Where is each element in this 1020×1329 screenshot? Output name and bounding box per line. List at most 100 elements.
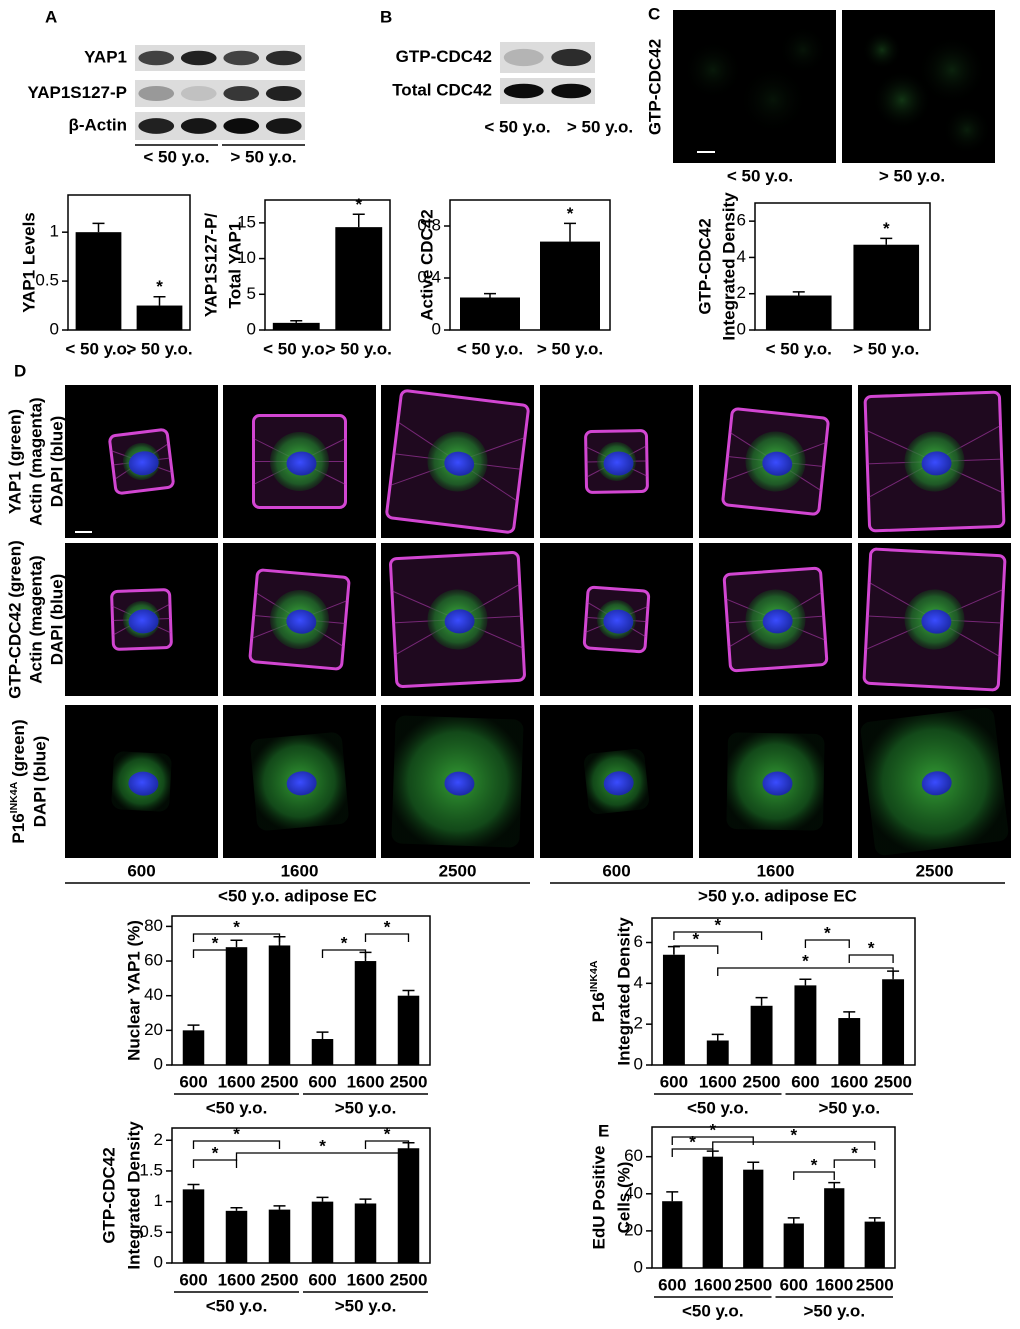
y-tick-label: 2 <box>154 1130 163 1149</box>
y-tick-label: 60 <box>624 1146 643 1165</box>
error-bar <box>828 1181 841 1189</box>
x-tick-label: 600 <box>308 1072 336 1091</box>
x-tick-label: 600 <box>179 1072 207 1091</box>
bar <box>882 979 905 1065</box>
bar <box>662 1201 683 1268</box>
y-tick-label: 1 <box>50 222 59 241</box>
group-label: <50 y.o. <box>206 1098 268 1117</box>
cell <box>385 389 530 534</box>
bar <box>838 1018 861 1065</box>
y-axis-label-sup: INK4A <box>588 960 600 992</box>
blot-band <box>551 48 592 67</box>
x-tick-label: 1600 <box>815 1275 853 1294</box>
row-label: DAPI (blue) <box>30 736 49 828</box>
significance-star: * <box>319 1136 326 1155</box>
micrograph-group-label: > 50 y.o. <box>879 166 945 185</box>
group-label: >50 y.o. <box>335 1296 397 1315</box>
significance-bracket <box>192 949 238 958</box>
error-bar <box>273 1205 286 1210</box>
bar <box>706 1040 729 1065</box>
nucleus <box>128 609 159 634</box>
bar <box>397 1148 420 1263</box>
y-tick-label: 0 <box>634 1054 643 1073</box>
significance-bracket <box>793 1171 835 1180</box>
group-label: >50 y.o. <box>335 1098 397 1117</box>
blot-group-label: > 50 y.o. <box>567 117 633 136</box>
group-label: >50 y.o. adipose EC <box>698 886 857 905</box>
x-tick-label: 2500 <box>856 1275 894 1294</box>
error-bar <box>799 978 812 986</box>
blot-row-label: GTP-CDC42 <box>396 47 492 66</box>
group-label: <50 y.o. adipose EC <box>218 886 377 905</box>
y-tick-label: 0 <box>634 1257 643 1276</box>
bar <box>354 1203 377 1263</box>
significance-star: * <box>811 1155 818 1174</box>
x-tick-label: 1600 <box>694 1275 732 1294</box>
x-tick-label: < 50 y.o. <box>457 339 523 358</box>
error-bar <box>711 1033 724 1041</box>
cell <box>862 547 1007 692</box>
x-tick-label: 600 <box>179 1270 207 1289</box>
x-tick-label: 600 <box>791 1072 819 1091</box>
bar <box>182 1189 205 1263</box>
y-tick-label: 0 <box>737 319 746 338</box>
x-tick-label: < 50 y.o. <box>766 339 832 358</box>
y-tick-label: 0 <box>154 1054 163 1073</box>
x-tick-label: 600 <box>780 1275 808 1294</box>
cell <box>722 566 829 673</box>
blot-band <box>138 118 175 134</box>
y-tick-label: 0 <box>247 319 256 338</box>
y-axis-label: Integrated Density <box>719 192 738 341</box>
plot-frame <box>67 194 191 331</box>
group-label: <50 y.o. <box>682 1301 744 1320</box>
plot-frame <box>171 1127 431 1264</box>
plot-frame <box>651 1126 896 1269</box>
nucleus <box>762 451 793 476</box>
cell <box>721 407 830 516</box>
significance-bracket <box>673 931 763 940</box>
cell <box>111 751 172 812</box>
y-tick-label: 40 <box>624 1183 643 1202</box>
error-bar <box>564 222 576 242</box>
blot-group-label: > 50 y.o. <box>230 147 296 166</box>
significance-bracket <box>848 954 894 963</box>
y-axis-label: P16INK4A <box>588 960 609 1022</box>
y-axis-label: EdU Positive <box>589 1146 608 1250</box>
y-tick-label: 6 <box>634 932 643 951</box>
plot-frame <box>651 917 916 1066</box>
x-tick-label: 2500 <box>261 1270 299 1289</box>
blot-band <box>265 85 302 102</box>
y-tick-label: 0 <box>432 319 441 338</box>
error-bar <box>352 213 365 228</box>
nucleus <box>286 451 317 476</box>
x-tick-label: 1600 <box>218 1072 256 1091</box>
significance-star: * <box>384 1124 391 1143</box>
nucleus <box>286 771 317 796</box>
error-bar <box>666 1191 679 1202</box>
x-tick-label: > 50 y.o. <box>326 339 392 358</box>
y-axis-label-main: P16 <box>589 992 608 1022</box>
y-tick-label: 0.5 <box>35 271 59 290</box>
bar <box>765 295 832 330</box>
bar <box>225 1210 248 1263</box>
row-label: Actin (magenta) <box>26 397 45 525</box>
nucleus <box>128 451 159 476</box>
bar <box>272 322 320 330</box>
bar <box>794 985 817 1065</box>
y-axis-label: Integrated Density <box>614 917 633 1066</box>
error-bar <box>787 1217 800 1224</box>
nucleus <box>128 771 159 796</box>
cell <box>584 429 649 494</box>
x-tick-label: 1600 <box>699 1072 737 1091</box>
error-bar <box>290 319 303 323</box>
row-label-main: P16 <box>9 813 28 843</box>
row-label: Actin (magenta) <box>26 555 45 683</box>
cell <box>584 749 649 814</box>
cell-signal <box>738 65 808 135</box>
bar <box>853 244 920 330</box>
significance-bracket <box>717 967 894 976</box>
bar <box>824 1188 845 1268</box>
x-tick-label: > 50 y.o. <box>537 339 603 358</box>
error-bar <box>187 1024 200 1031</box>
row-label-sup: INK4A <box>8 781 20 813</box>
